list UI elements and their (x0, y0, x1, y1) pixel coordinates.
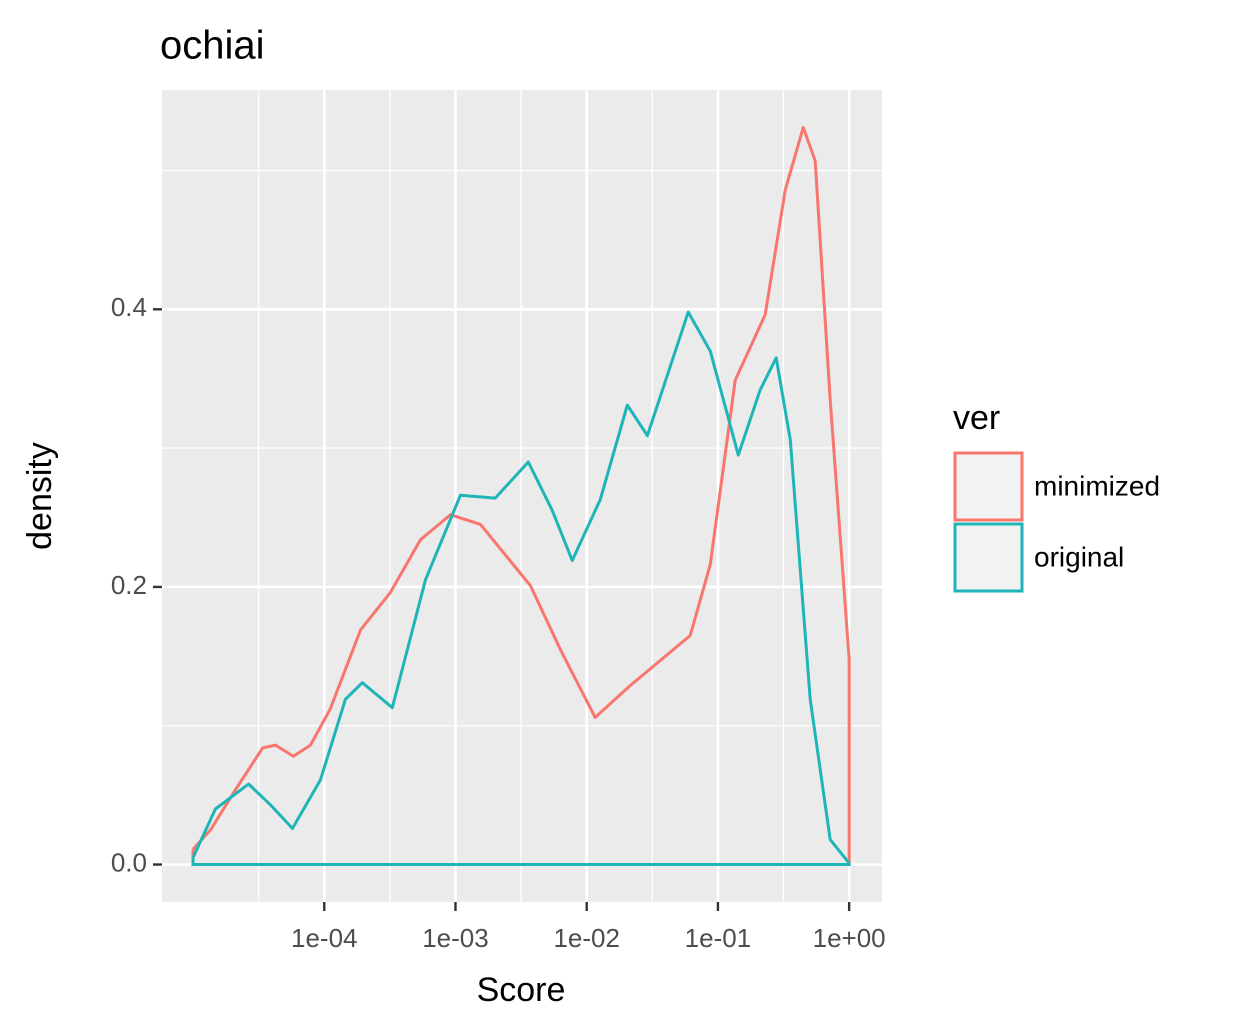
legend-key (953, 451, 1024, 522)
density-outline (191, 857, 851, 867)
x-tick-label: 1e+00 (813, 923, 886, 953)
y-axis-title: density (21, 442, 59, 550)
x-axis-title: Score (477, 971, 566, 1009)
panel (162, 90, 882, 902)
x-tick-label: 1e-01 (685, 923, 752, 953)
legend-key (953, 522, 1024, 593)
legend-title: ver (953, 399, 1000, 437)
x-tick-label: 1e-03 (422, 923, 489, 953)
x-tick-label: 1e-02 (553, 923, 620, 953)
chart-title: ochiai (160, 24, 265, 68)
y-tick-label: 0.2 (111, 570, 147, 600)
legend-label: minimized (1034, 470, 1160, 501)
legend-label: original (1034, 541, 1124, 572)
density-line (191, 125, 851, 851)
x-tick-label: 1e-04 (291, 923, 358, 953)
y-tick-label: 0.4 (111, 292, 147, 322)
y-tick-label: 0.0 (111, 847, 147, 877)
density-line (191, 310, 851, 865)
